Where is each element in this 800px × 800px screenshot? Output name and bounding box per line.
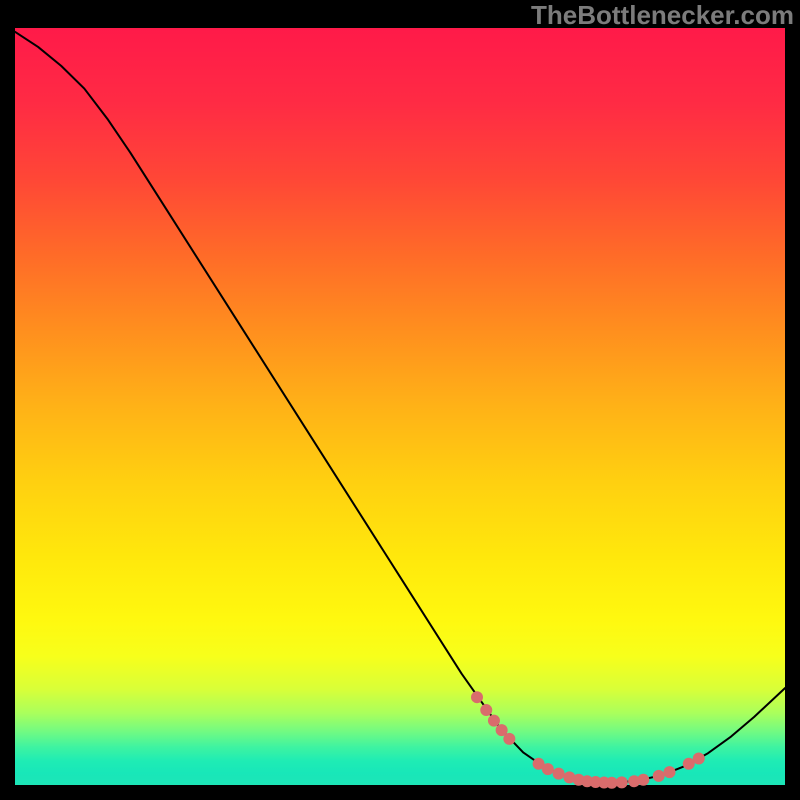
data-marker (664, 766, 676, 778)
plot-background (15, 28, 785, 785)
chart-stage: TheBottlenecker.com (0, 0, 800, 800)
watermark-text: TheBottlenecker.com (531, 0, 794, 31)
data-marker (480, 704, 492, 716)
data-marker (616, 776, 628, 788)
chart-svg (0, 0, 800, 800)
data-marker (503, 733, 515, 745)
data-marker (542, 763, 554, 775)
data-marker (471, 691, 483, 703)
data-marker (653, 770, 665, 782)
data-marker (488, 715, 500, 727)
data-marker (637, 774, 649, 786)
data-marker (693, 753, 705, 765)
data-marker (553, 768, 565, 780)
